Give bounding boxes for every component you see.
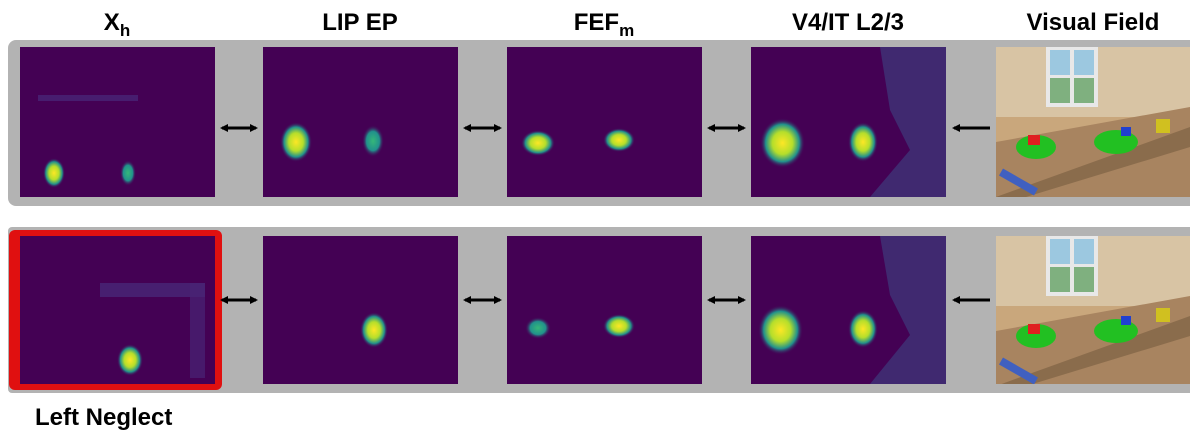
panel-title: LIP EP <box>322 9 398 36</box>
condition-label: Left Neglect <box>35 404 172 431</box>
heatmap-panel <box>507 236 702 384</box>
heatmap-panel <box>751 47 946 197</box>
title-text: FEF <box>574 9 619 36</box>
panel-title: FEFm <box>574 9 634 40</box>
visual-field <box>996 47 1190 197</box>
heatmap-panel <box>263 47 458 197</box>
heatmap-panel <box>507 47 702 197</box>
heatmap-panel <box>20 236 215 384</box>
heatmap-panel <box>20 47 215 197</box>
title-text: X <box>104 9 120 36</box>
figure: Xh LIP EP FEFm V4/IT L2/3 Visual Field <box>0 0 1190 433</box>
title-subscript: h <box>120 21 130 40</box>
panel-title: V4/IT L2/3 <box>792 9 904 36</box>
panel-title: Visual Field <box>1027 9 1160 36</box>
heatmap-panel <box>751 236 946 384</box>
panel-title: Xh <box>104 9 130 40</box>
visual-field <box>996 236 1190 386</box>
heatmap-panel <box>263 236 458 384</box>
title-subscript: m <box>619 21 634 40</box>
